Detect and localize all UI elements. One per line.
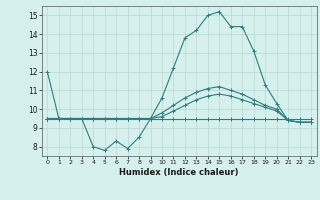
X-axis label: Humidex (Indice chaleur): Humidex (Indice chaleur) [119, 168, 239, 177]
